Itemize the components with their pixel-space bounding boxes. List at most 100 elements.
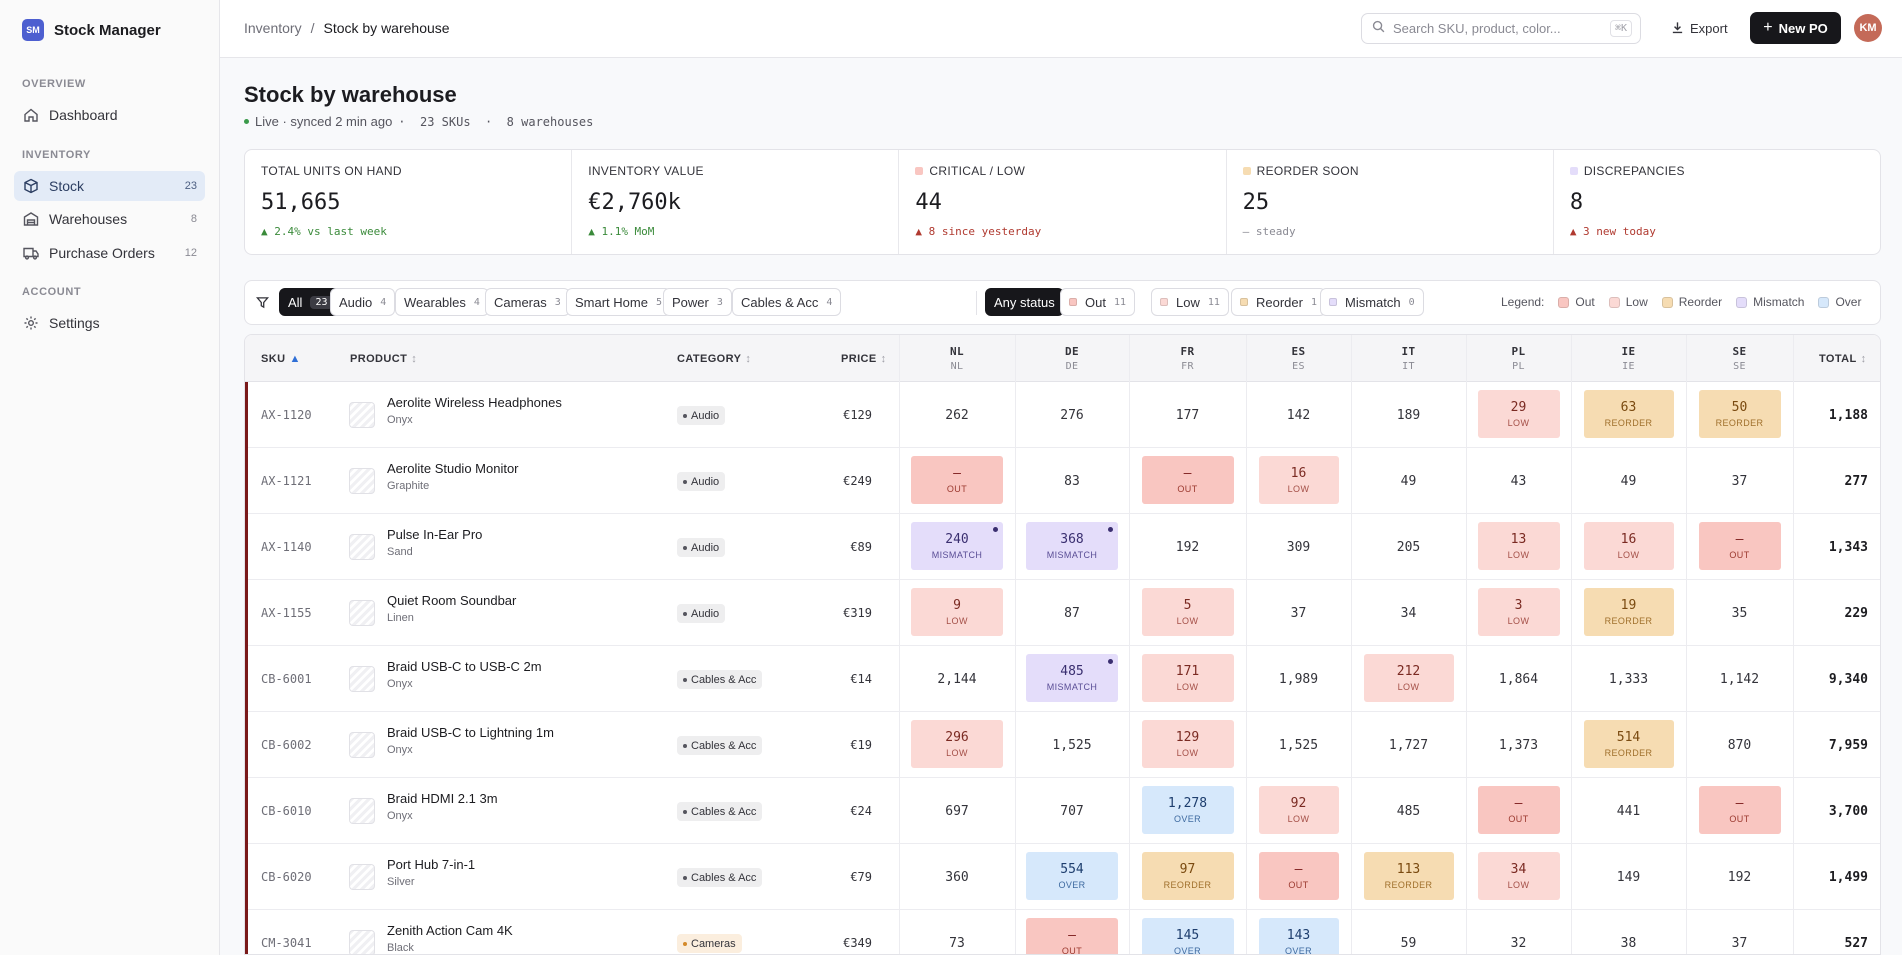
stock-cell[interactable]: 707 [1060,803,1084,819]
stock-cell-out[interactable]: — OUT [911,456,1003,504]
stock-cell[interactable]: 49 [1620,473,1637,489]
stock-cell-mismatch[interactable]: 485 MISMATCH [1026,654,1118,702]
stock-cell[interactable]: 870 [1727,737,1752,753]
stock-cell[interactable]: 49 [1400,473,1417,489]
stock-cell-reorder[interactable]: 63 REORDER [1583,390,1674,438]
stock-cell[interactable]: 37 [1290,605,1307,621]
stock-cell-over[interactable]: 1,278 OVER [1141,786,1234,834]
stock-cell[interactable]: 1,989 [1278,671,1319,687]
table-row[interactable]: CB-6010 Braid HDMI 2.1 3m Onyx Cables & Acc… [245,778,1880,844]
product-name[interactable]: Port Hub 7-in-1 [387,857,476,872]
header-total[interactable]: TOTAL ↕ [1819,335,1867,382]
export-button[interactable]: Export [1663,13,1736,44]
stock-cell[interactable]: 43 [1510,473,1527,489]
stock-cell[interactable]: 149 [1616,869,1641,885]
stock-cell-reorder[interactable]: 113 REORDER [1363,852,1454,900]
table-row[interactable]: AX-1120 Aerolite Wireless Headphones Onyx A… [245,382,1880,448]
header-warehouse-pl[interactable]: PL PL [1466,335,1571,382]
stock-cell[interactable]: 276 [1060,407,1084,423]
stock-cell-low[interactable]: 9 LOW [911,588,1003,636]
stock-cell-low[interactable]: 13 LOW [1477,522,1560,570]
product-name[interactable]: Braid HDMI 2.1 3m [387,791,498,806]
stock-cell[interactable]: 142 [1286,407,1311,423]
brand[interactable]: SM Stock Manager [22,19,161,41]
table-row[interactable]: AX-1140 Pulse In-Ear Pro Sand Audio €89 240 MI… [245,514,1880,580]
filter-chip-wearables[interactable]: Wearables 4 [395,288,489,316]
stock-cell-out[interactable]: — OUT [1698,522,1781,570]
filter-chip-cables-acc[interactable]: Cables & Acc 4 [732,288,842,316]
header-warehouse-se[interactable]: SE SE [1686,335,1793,382]
stock-cell-reorder[interactable]: 19 REORDER [1583,588,1674,636]
filter-chip-smart-home[interactable]: Smart Home 5 [566,288,671,316]
status-chip-low[interactable]: Low 11 [1151,288,1229,316]
stock-cell-low[interactable]: 92 LOW [1258,786,1339,834]
filter-chip-audio[interactable]: Audio 4 [330,288,396,316]
avatar[interactable]: KM [1854,14,1882,42]
header-warehouse-nl[interactable]: NL NL [899,335,1015,382]
stock-cell[interactable]: 697 [945,803,969,819]
stock-cell[interactable]: 1,373 [1498,737,1539,753]
stock-cell[interactable]: 37 [1731,935,1748,951]
stock-cell-low[interactable]: 296 LOW [911,720,1003,768]
new-po-button[interactable]: + New PO [1750,12,1841,44]
status-chip-mismatch[interactable]: Mismatch 0 [1320,288,1424,316]
stock-cell[interactable]: 1,142 [1719,671,1760,687]
sidebar-item-purchase-orders[interactable]: Purchase Orders 12 [14,238,205,268]
stock-cell-out[interactable]: — OUT [1698,786,1781,834]
stock-cell-over[interactable]: 143 OVER [1258,918,1339,954]
stock-cell[interactable]: 1,727 [1388,737,1429,753]
stock-cell[interactable]: 1,864 [1498,671,1539,687]
stock-cell-over[interactable]: 145 OVER [1141,918,1234,954]
stock-cell-low[interactable]: 212 LOW [1363,654,1454,702]
stock-cell[interactable]: 360 [945,869,969,885]
filter-chip-cameras[interactable]: Cameras 3 [485,288,570,316]
search-input[interactable]: Search SKU, product, color... ⌘K [1361,13,1641,44]
stock-cell[interactable]: 192 [1175,539,1200,555]
breadcrumb-inventory[interactable]: Inventory [244,20,302,36]
stock-cell[interactable]: 2,144 [937,671,977,687]
stock-cell-out[interactable]: — OUT [1026,918,1118,954]
sidebar-item-settings[interactable]: Settings [14,308,205,338]
product-name[interactable]: Aerolite Wireless Headphones [387,395,562,410]
table-row[interactable]: CM-3041 Zenith Action Cam 4K Black Cameras €… [245,910,1880,954]
stock-cell[interactable]: 32 [1510,935,1527,951]
header-warehouse-fr[interactable]: FR FR [1129,335,1246,382]
header-category[interactable]: CATEGORY ↕ [677,335,751,382]
stock-cell-out[interactable]: — OUT [1258,852,1339,900]
stock-cell[interactable]: 73 [949,935,965,951]
stock-cell-low[interactable]: 16 LOW [1583,522,1674,570]
stock-cell[interactable]: 34 [1400,605,1417,621]
stock-cell[interactable]: 177 [1175,407,1200,423]
table-row[interactable]: CB-6002 Braid USB-C to Lightning 1m Onyx Ca… [245,712,1880,778]
sidebar-item-dashboard[interactable]: Dashboard [14,100,205,130]
header-warehouse-it[interactable]: IT IT [1351,335,1466,382]
stock-cell[interactable]: 189 [1396,407,1421,423]
stock-cell[interactable]: 485 [1396,803,1421,819]
stock-cell[interactable]: 1,525 [1052,737,1092,753]
stock-cell[interactable]: 1,333 [1608,671,1649,687]
stock-cell-mismatch[interactable]: 240 MISMATCH [911,522,1003,570]
stock-cell-mismatch[interactable]: 368 MISMATCH [1026,522,1118,570]
stock-cell[interactable]: 205 [1396,539,1421,555]
stock-cell[interactable]: 309 [1286,539,1311,555]
product-name[interactable]: Aerolite Studio Monitor [387,461,519,476]
status-chip-any-status[interactable]: Any status [985,288,1064,316]
stock-cell[interactable]: 441 [1616,803,1641,819]
stock-cell-low[interactable]: 16 LOW [1258,456,1339,504]
product-name[interactable]: Quiet Room Soundbar [387,593,517,608]
sidebar-item-warehouses[interactable]: Warehouses 8 [14,204,205,234]
table-row[interactable]: CB-6001 Braid USB-C to USB-C 2m Onyx Cables… [245,646,1880,712]
stock-cell-low[interactable]: 34 LOW [1477,852,1560,900]
stock-cell[interactable]: 37 [1731,473,1748,489]
header-warehouse-de[interactable]: DE DE [1015,335,1129,382]
stock-cell[interactable]: 83 [1064,473,1080,489]
stock-cell-low[interactable]: 29 LOW [1477,390,1560,438]
status-chip-out[interactable]: Out 11 [1060,288,1136,316]
stock-cell[interactable]: 59 [1400,935,1417,951]
filter-chip-power[interactable]: Power 3 [663,288,732,316]
stock-cell[interactable]: 262 [945,407,969,423]
header-warehouse-es[interactable]: ES ES [1246,335,1351,382]
stock-cell-low[interactable]: 171 LOW [1141,654,1234,702]
header-price[interactable]: PRICE ↕ [841,335,887,382]
stock-cell-low[interactable]: 129 LOW [1141,720,1234,768]
